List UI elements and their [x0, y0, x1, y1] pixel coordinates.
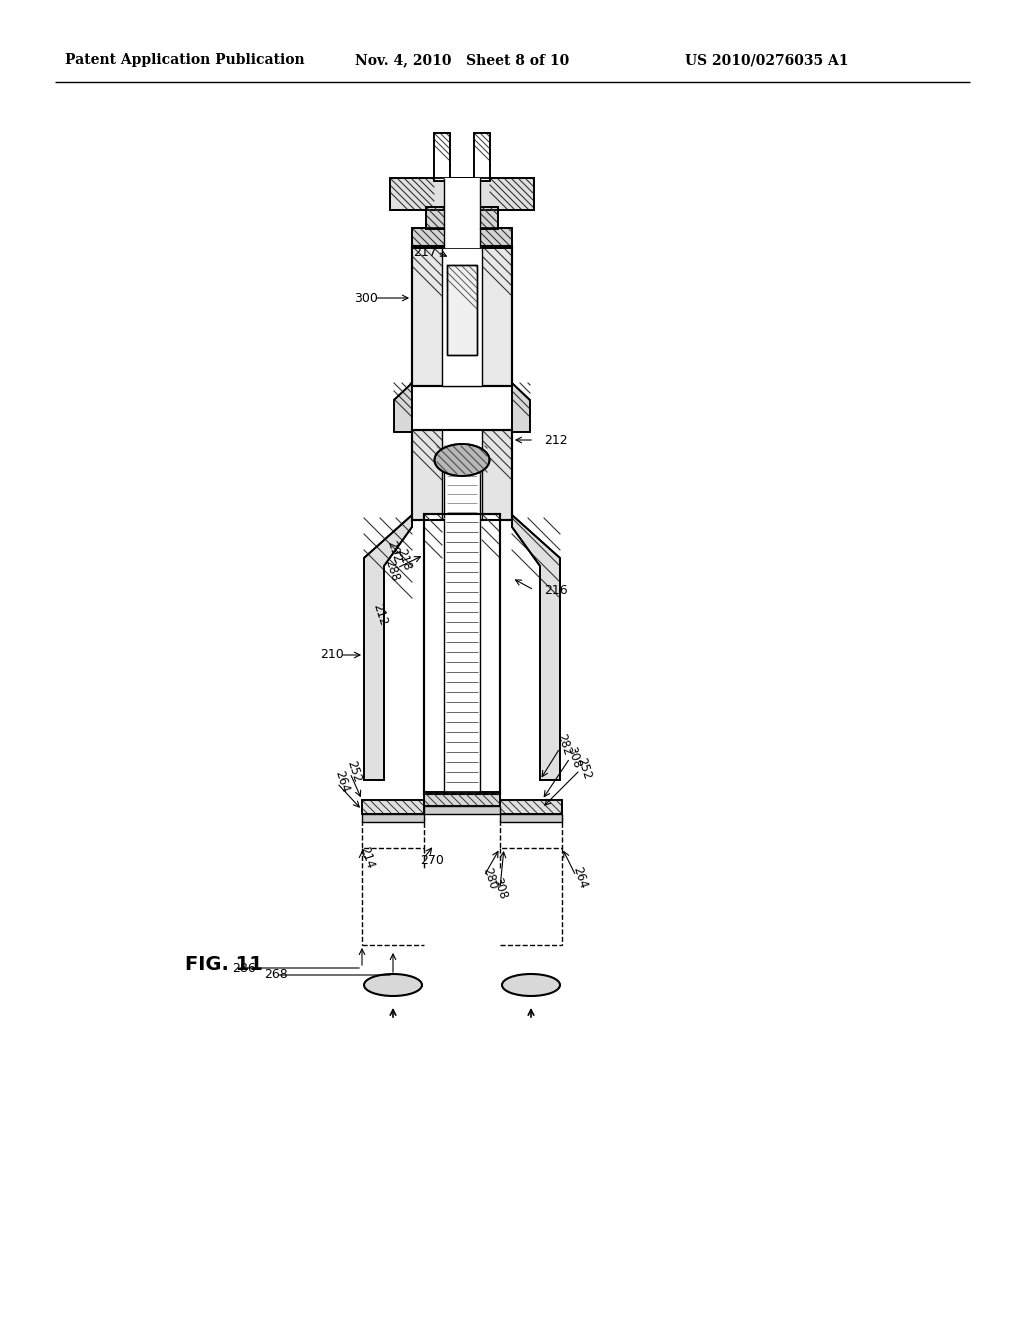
- Bar: [362, 814, 424, 822]
- Text: 210: 210: [319, 648, 344, 661]
- Text: 280: 280: [480, 866, 500, 891]
- Text: 282: 282: [554, 733, 573, 758]
- Bar: [362, 818, 424, 847]
- Bar: [447, 265, 477, 355]
- Bar: [500, 814, 562, 822]
- Text: 288: 288: [382, 557, 401, 582]
- Text: 217: 217: [414, 246, 437, 259]
- Bar: [474, 133, 490, 181]
- Text: 252: 252: [344, 759, 364, 784]
- Text: 216: 216: [544, 583, 567, 597]
- Bar: [434, 133, 450, 181]
- Bar: [444, 517, 480, 792]
- Text: 212: 212: [544, 433, 567, 446]
- Text: 286: 286: [232, 961, 256, 974]
- Text: 270: 270: [420, 854, 443, 866]
- Text: FIG. 11: FIG. 11: [185, 956, 263, 974]
- Text: 264: 264: [570, 866, 590, 891]
- Bar: [442, 246, 482, 385]
- Bar: [412, 246, 512, 385]
- Text: 212: 212: [370, 602, 389, 628]
- Bar: [412, 430, 512, 520]
- Bar: [424, 792, 500, 807]
- Bar: [424, 807, 500, 814]
- Bar: [500, 818, 562, 847]
- Bar: [500, 800, 562, 814]
- Text: 292: 292: [384, 540, 403, 565]
- Text: 308: 308: [564, 744, 584, 770]
- Bar: [390, 178, 534, 210]
- Ellipse shape: [434, 444, 489, 477]
- Bar: [424, 513, 500, 795]
- Bar: [474, 133, 490, 181]
- Text: 214: 214: [357, 845, 376, 871]
- Polygon shape: [512, 383, 530, 432]
- Bar: [500, 800, 562, 814]
- Text: Nov. 4, 2010   Sheet 8 of 10: Nov. 4, 2010 Sheet 8 of 10: [355, 53, 569, 67]
- Text: US 2010/0276035 A1: US 2010/0276035 A1: [685, 53, 849, 67]
- Bar: [412, 228, 512, 248]
- Bar: [412, 228, 512, 248]
- Bar: [412, 246, 512, 385]
- Ellipse shape: [502, 974, 560, 997]
- Text: 252: 252: [574, 756, 593, 781]
- Text: 308: 308: [490, 875, 509, 900]
- Ellipse shape: [364, 974, 422, 997]
- Text: 218: 218: [394, 548, 414, 573]
- Bar: [424, 513, 500, 795]
- Text: 264: 264: [332, 770, 351, 795]
- Bar: [426, 207, 498, 228]
- Bar: [362, 800, 424, 814]
- Bar: [434, 133, 450, 181]
- Polygon shape: [364, 515, 412, 780]
- Bar: [426, 207, 498, 228]
- Polygon shape: [394, 383, 412, 432]
- Bar: [444, 228, 480, 248]
- Bar: [362, 800, 424, 814]
- Bar: [444, 178, 480, 228]
- Bar: [424, 792, 500, 807]
- Bar: [447, 265, 477, 355]
- Text: Patent Application Publication: Patent Application Publication: [65, 53, 304, 67]
- Text: 268: 268: [264, 969, 288, 982]
- Polygon shape: [512, 515, 560, 780]
- Text: 300: 300: [354, 292, 378, 305]
- Bar: [444, 470, 480, 520]
- Bar: [390, 178, 534, 210]
- Bar: [412, 430, 512, 520]
- Bar: [442, 430, 482, 570]
